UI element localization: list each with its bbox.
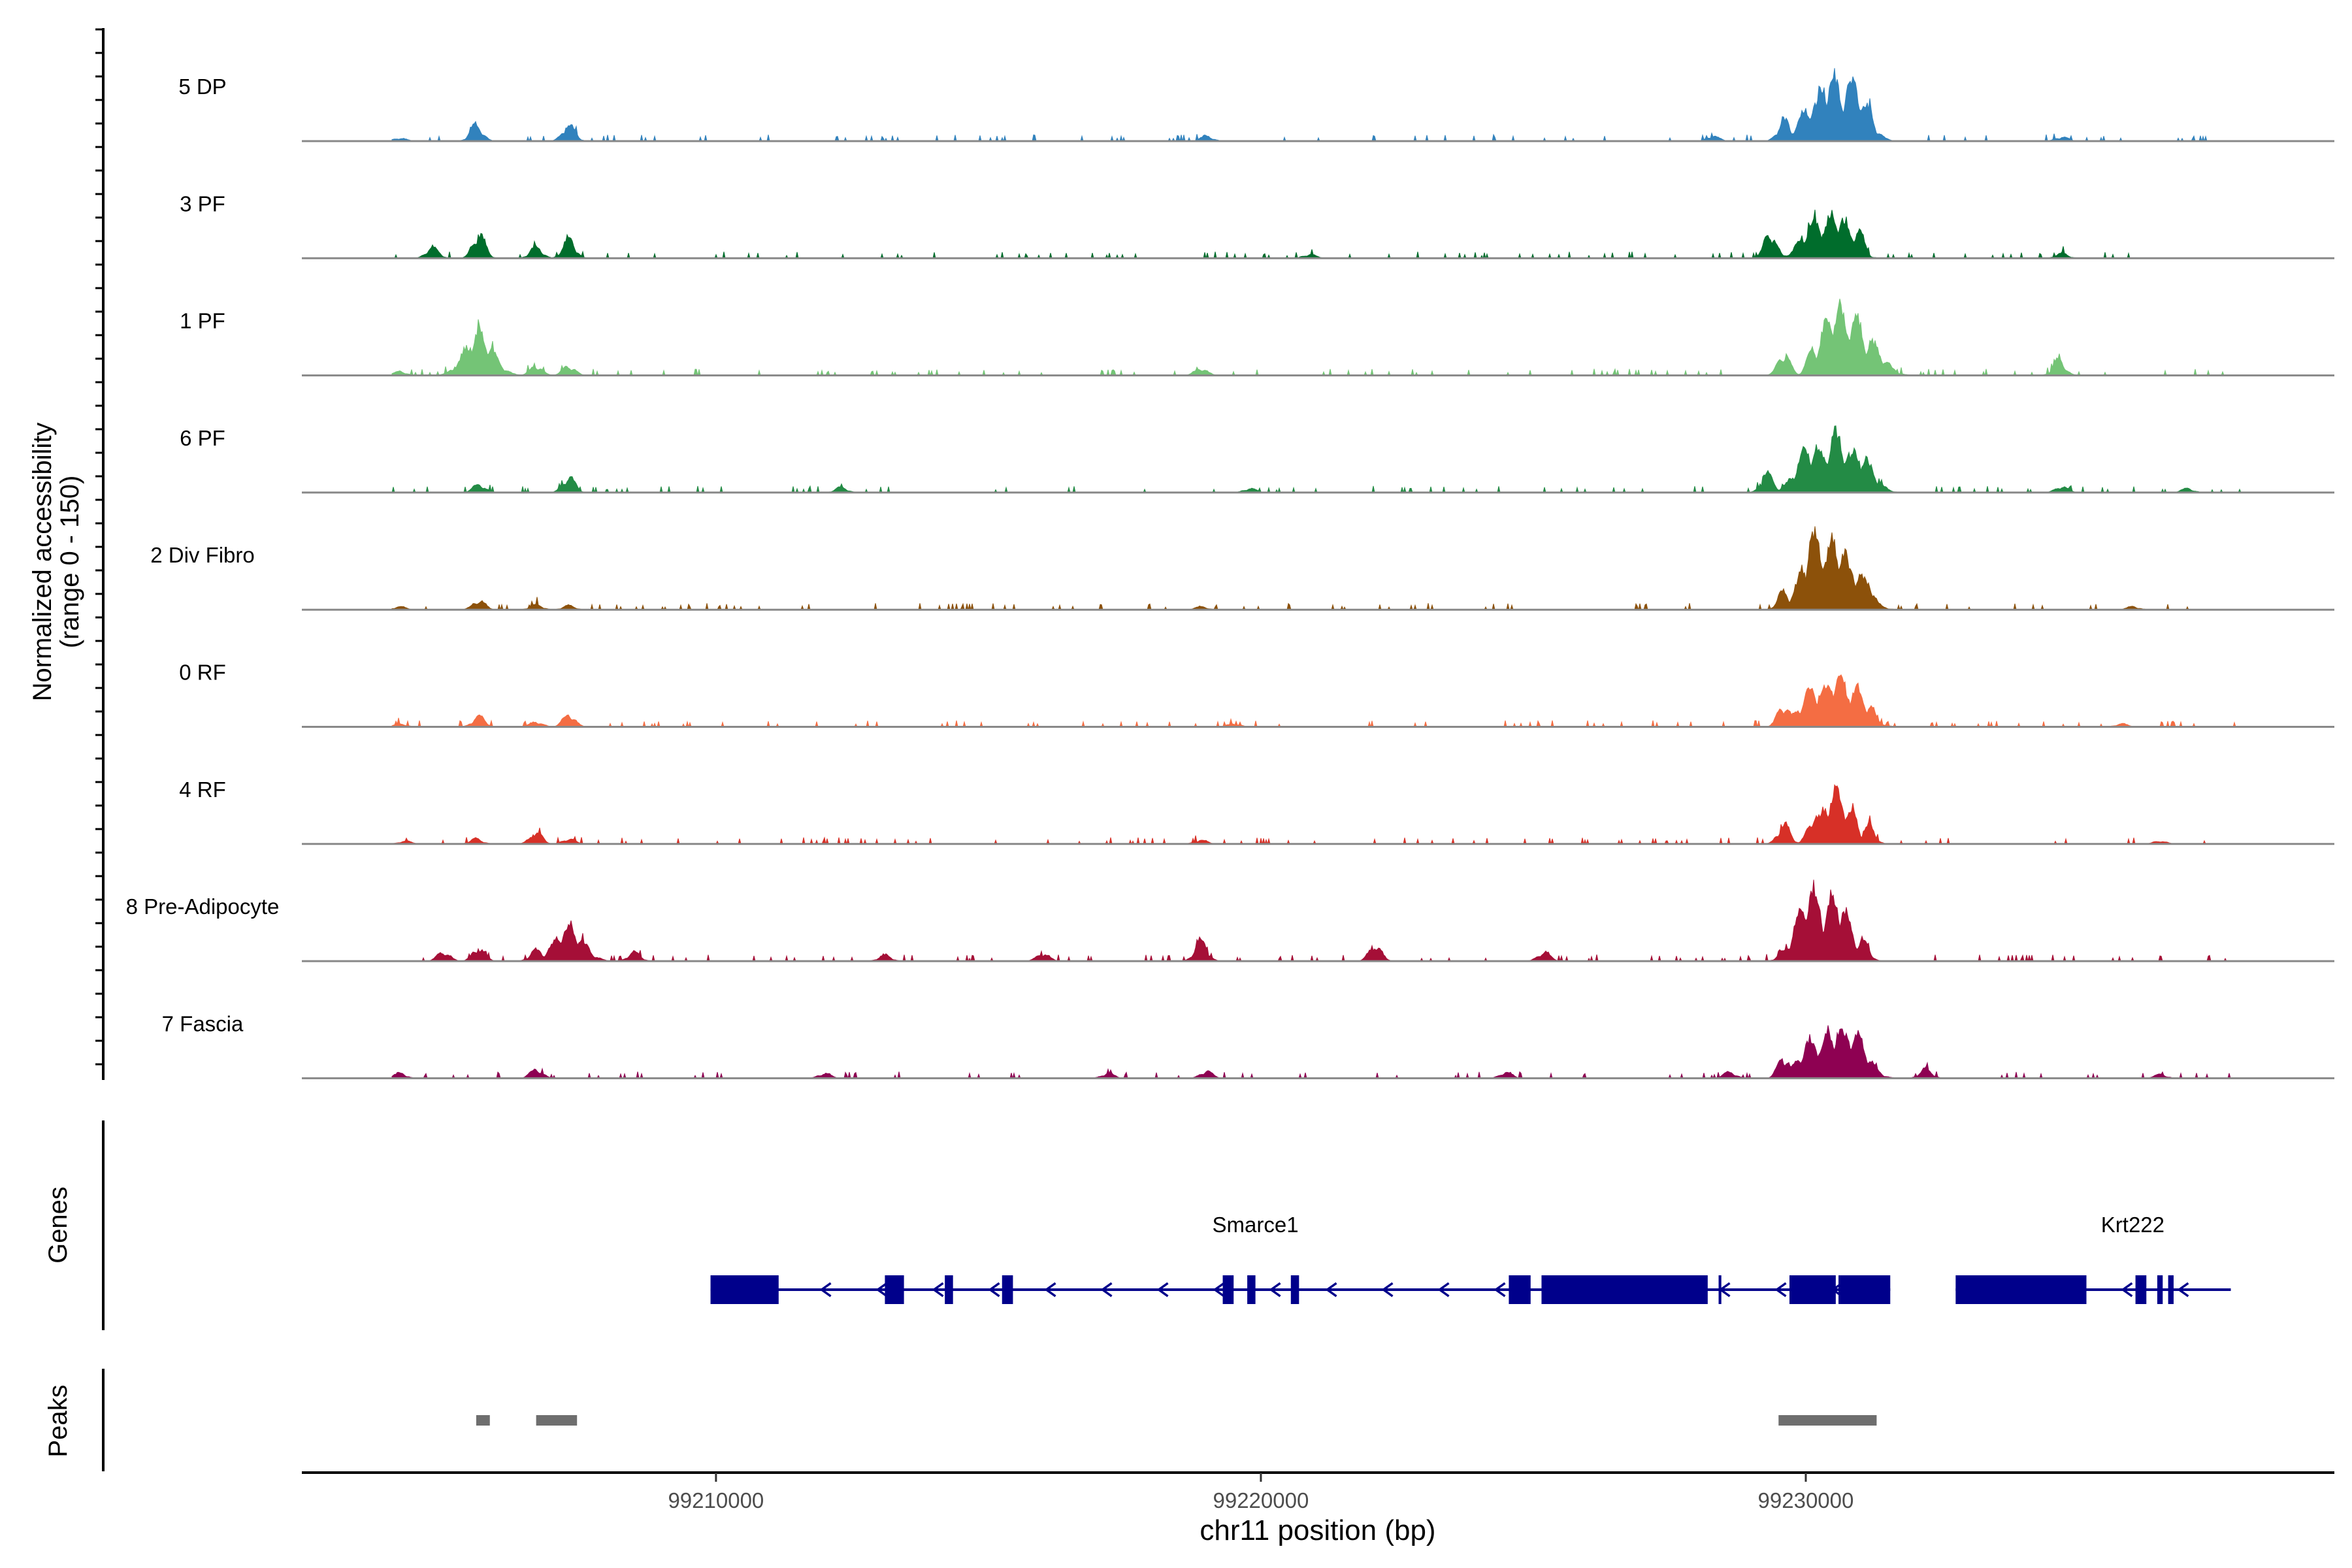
strand-arrow: [2177, 1282, 2189, 1298]
strand-arrow: [1774, 1282, 1787, 1298]
strand-arrow: [2121, 1282, 2133, 1298]
track-8-pre-adipocyte: 8 Pre-Adipocyte: [126, 879, 2334, 963]
track-6-pf: 6 PF: [180, 425, 2334, 494]
track-3-pf: 3 PF: [180, 191, 2334, 260]
strand-arrow: [1269, 1282, 1281, 1298]
exon: [2135, 1275, 2147, 1304]
exon: [2157, 1275, 2163, 1304]
peaks-track-label: Peaks: [44, 1384, 73, 1457]
track-0-rf: 0 RF: [179, 661, 2334, 728]
strand-arrow: [988, 1282, 1000, 1298]
track-label-3-pf: 3 PF: [180, 191, 225, 216]
strand-arrow: [1156, 1282, 1169, 1298]
exon: [1290, 1275, 1299, 1304]
exon: [710, 1275, 779, 1304]
strand-arrow: [875, 1282, 888, 1298]
strand-arrow: [1100, 1282, 1113, 1298]
track-label-6-pf: 6 PF: [180, 426, 225, 450]
x-tick-label: 99210000: [668, 1488, 764, 1512]
track-label-1-pf: 1 PF: [180, 309, 225, 333]
exon: [1541, 1275, 1708, 1304]
exon: [945, 1275, 953, 1304]
track-2-div-fibro: 2 Div Fibro: [150, 526, 2334, 612]
strand-arrow: [1381, 1282, 1394, 1298]
peak-region: [536, 1415, 578, 1426]
exon: [2168, 1275, 2174, 1304]
exon: [1789, 1275, 1836, 1304]
peak-region: [476, 1415, 490, 1426]
strand-arrow: [1044, 1282, 1056, 1298]
track-5-dp: 5 DP: [178, 68, 2334, 142]
track-label-8-pre-adipocyte: 8 Pre-Adipocyte: [126, 894, 280, 919]
strand-arrow: [1213, 1282, 1225, 1298]
exon: [1222, 1275, 1234, 1304]
exon: [1955, 1275, 2087, 1304]
gene-track: Smarce1 Krt222: [710, 1213, 2231, 1304]
peak-track: [476, 1415, 1877, 1426]
strand-arrow: [1437, 1282, 1450, 1298]
track-label-7-fascia: 7 Fascia: [162, 1011, 244, 1036]
track-1-pf: 1 PF: [180, 299, 2334, 377]
gene-label-krt222: Krt222: [2101, 1213, 2164, 1237]
y-axis-title-line2: (range 0 - 150): [56, 476, 84, 649]
track-7-fascia: 7 Fascia: [162, 1011, 2334, 1080]
track-label-2-div-fibro: 2 Div Fibro: [150, 543, 255, 567]
exon: [1247, 1275, 1256, 1304]
track-label-5-dp: 5 DP: [178, 74, 226, 99]
strand-arrow: [932, 1282, 944, 1298]
gene-smarce1: Smarce1: [710, 1213, 1891, 1304]
gene-krt222: Krt222: [1955, 1213, 2231, 1304]
track-4-rf: 4 RF: [179, 777, 2334, 845]
gene-label-smarce1: Smarce1: [1213, 1213, 1299, 1237]
track-label-4-rf: 4 RF: [179, 777, 226, 802]
x-tick-label: 99220000: [1213, 1488, 1309, 1512]
peak-region: [1778, 1415, 1877, 1426]
y-axis-title-line1: Normalized accessibility: [28, 423, 57, 702]
exon: [885, 1275, 904, 1304]
track-label-0-rf: 0 RF: [179, 661, 226, 685]
x-axis-title: chr11 position (bp): [1200, 1514, 1435, 1546]
strand-arrow: [1325, 1282, 1337, 1298]
exon: [1509, 1275, 1531, 1304]
x-axis-ticks: 99210000 99220000 99230000: [668, 1473, 1854, 1512]
strand-arrow: [1494, 1282, 1506, 1298]
exon: [1002, 1275, 1013, 1304]
strand-arrow: [819, 1282, 832, 1298]
x-tick-label: 99230000: [1758, 1488, 1854, 1512]
exon: [1838, 1275, 1891, 1304]
exon: [1718, 1275, 1722, 1304]
coverage-tracks: 5 DP 3 PF 1 PF 6 PF 2 Div Fibro 0 RF 4 RF 8 Pre…: [126, 68, 2334, 1080]
coverage-y-ticks: [95, 28, 103, 1066]
genes-track-label: Genes: [44, 1186, 73, 1264]
